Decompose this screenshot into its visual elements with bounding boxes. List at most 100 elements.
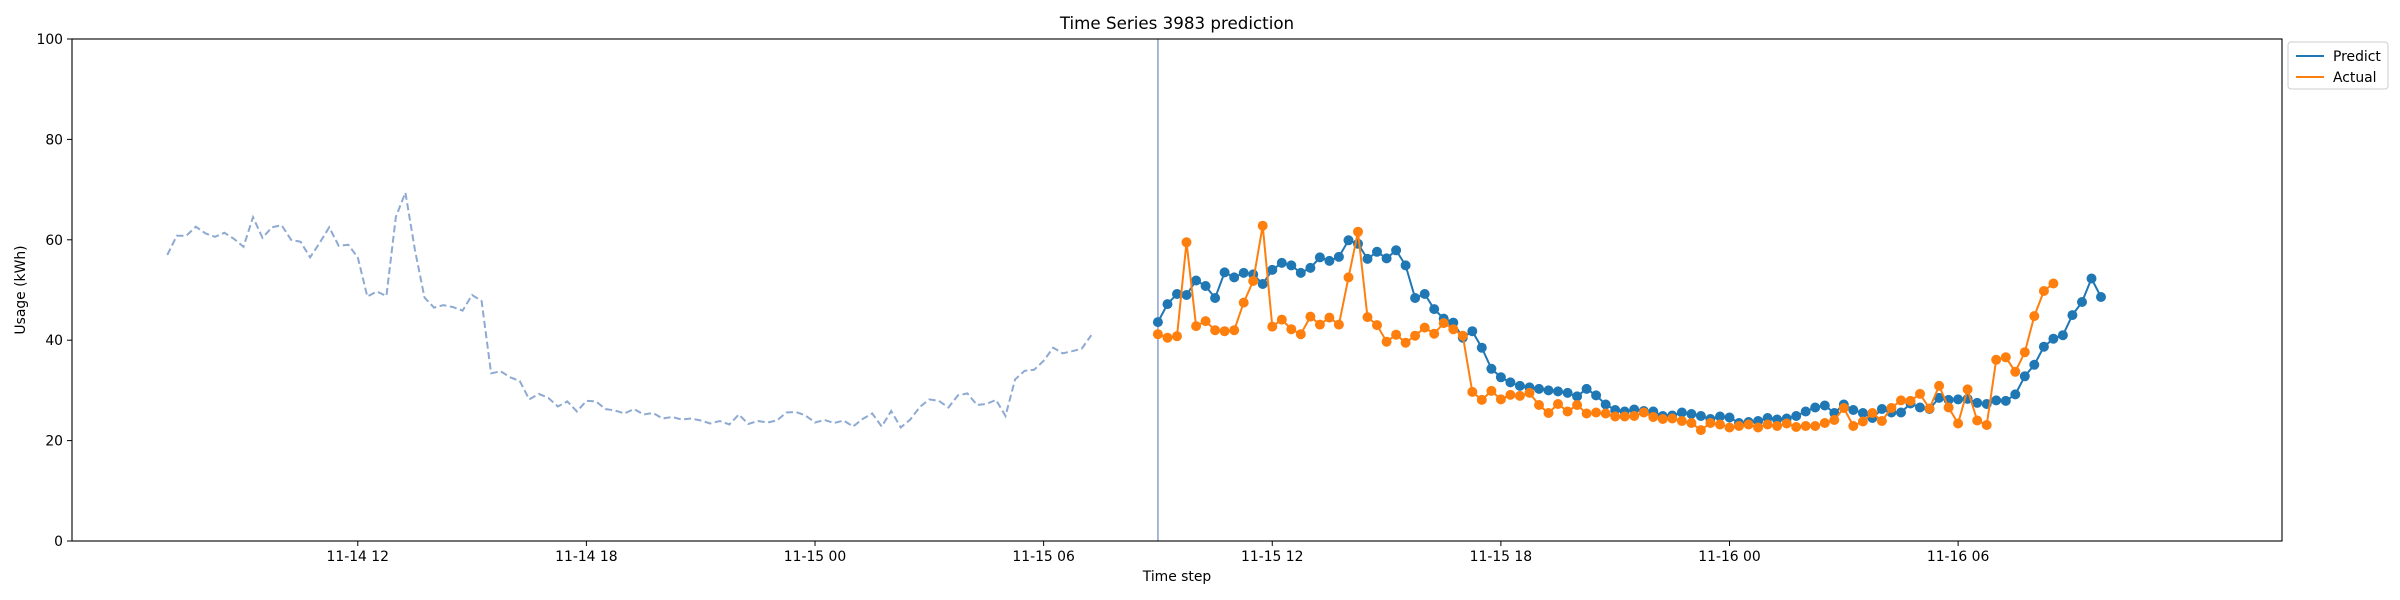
predict-point [1953,394,1964,405]
actual-point [1991,354,2002,365]
actual-point [1429,328,1440,339]
predict-point [1562,387,1573,398]
y-tick-label: 80 [45,132,63,148]
y-axis-label: Usage (kWh) [13,245,29,334]
actual-point [1781,418,1792,429]
actual-point [1381,336,1392,347]
x-tick-label: 11-14 18 [555,549,617,565]
actual-point [1152,329,1163,340]
actual-point [1543,408,1554,418]
actual-point [2010,366,2021,377]
actual-point [1172,331,1182,342]
actual-point [1553,399,1563,409]
actual-point [1867,408,1878,418]
predict-point [1543,385,1554,396]
actual-point [1743,419,1754,430]
actual-point [1229,325,1240,336]
predict-point [2086,273,2097,284]
plot-frame [71,38,2283,542]
actual-point [1438,318,1449,329]
actual-point [1819,418,1830,428]
actual-point [1210,325,1221,336]
predict-point [1191,275,1202,286]
predict-point [1553,386,1563,397]
actual-point [1505,389,1516,400]
predict-point [1429,304,1440,315]
actual-point [1667,413,1678,424]
predict-point [1333,251,1344,262]
actual-point [1200,316,1211,327]
actual-point [1762,419,1773,430]
actual-point [1715,419,1725,430]
predict-point [2019,371,2030,382]
actual-point [1448,324,1459,335]
predict-point [1514,380,1525,391]
actual-point [1876,416,1887,426]
predict-point [1362,253,1373,264]
x-tick-label: 11-15 00 [784,549,846,565]
actual-point [1610,411,1621,422]
actual-point [1791,422,1802,432]
legend-label-actual: Actual [2333,70,2377,86]
predict-point [2038,341,2049,352]
actual-point [1286,324,1297,335]
actual-point [1915,388,1925,399]
predict-point [1210,293,1221,303]
actual-point [1962,384,1973,395]
actual-point [1191,321,1202,332]
actual-point [1391,329,1402,340]
predict-point [1267,264,1278,275]
actual-point [1276,314,1287,325]
predict-point [1286,260,1297,271]
predict-point [1591,390,1602,401]
actual-point [1457,330,1468,341]
actual-point [1896,395,1906,406]
predict-point [1486,363,1497,374]
actual-point [1572,400,1583,410]
predict-point [2048,333,2059,344]
predict-point [1819,400,1830,411]
actual-point [1905,395,1916,406]
predict-point [1676,407,1687,418]
actual-point [1162,332,1173,343]
predict-point [1391,245,1402,256]
actual-point [1219,326,1230,337]
actual-point [2038,286,2049,296]
actual-point [1829,415,1840,425]
predict-point [1848,405,1859,415]
predict-point [1800,406,1811,417]
predict-point [1972,397,1983,408]
actual-point [1353,226,1363,237]
predict-point [1896,407,1906,418]
actual-point [1514,390,1525,401]
actual-point [1638,407,1649,418]
actual-point [1972,415,1983,426]
axes: 0 20 40 60 80 100 11-14 12 11-14 18 11-15 00 11-1… [36,32,2283,565]
actual-point [1600,408,1611,419]
predict-point [1314,252,1325,263]
x-tick-label: 11-16 06 [1927,549,1989,565]
actual-point [1562,406,1573,417]
actual-point [1238,297,1249,308]
predict-point [1857,408,1868,418]
y-tick-label: 20 [45,434,63,450]
y-tick-label: 0 [54,534,63,550]
predict-point [1200,281,1211,291]
predict-point [1305,262,1316,273]
predict-point [1295,267,1306,278]
x-tick-label: 11-14 12 [327,549,389,565]
predict-point [1572,391,1583,402]
actual-point [1410,330,1421,341]
predict-point [1238,267,1249,278]
predict-point [1152,317,1163,328]
actual-point [1981,420,1992,430]
predict-point [1381,253,1392,264]
actual-point [1848,421,1859,431]
predict-point [1505,377,1516,388]
predict-point [1410,293,1421,303]
predict-point [1419,289,1430,299]
legend-label-predict: Predict [2333,49,2381,65]
